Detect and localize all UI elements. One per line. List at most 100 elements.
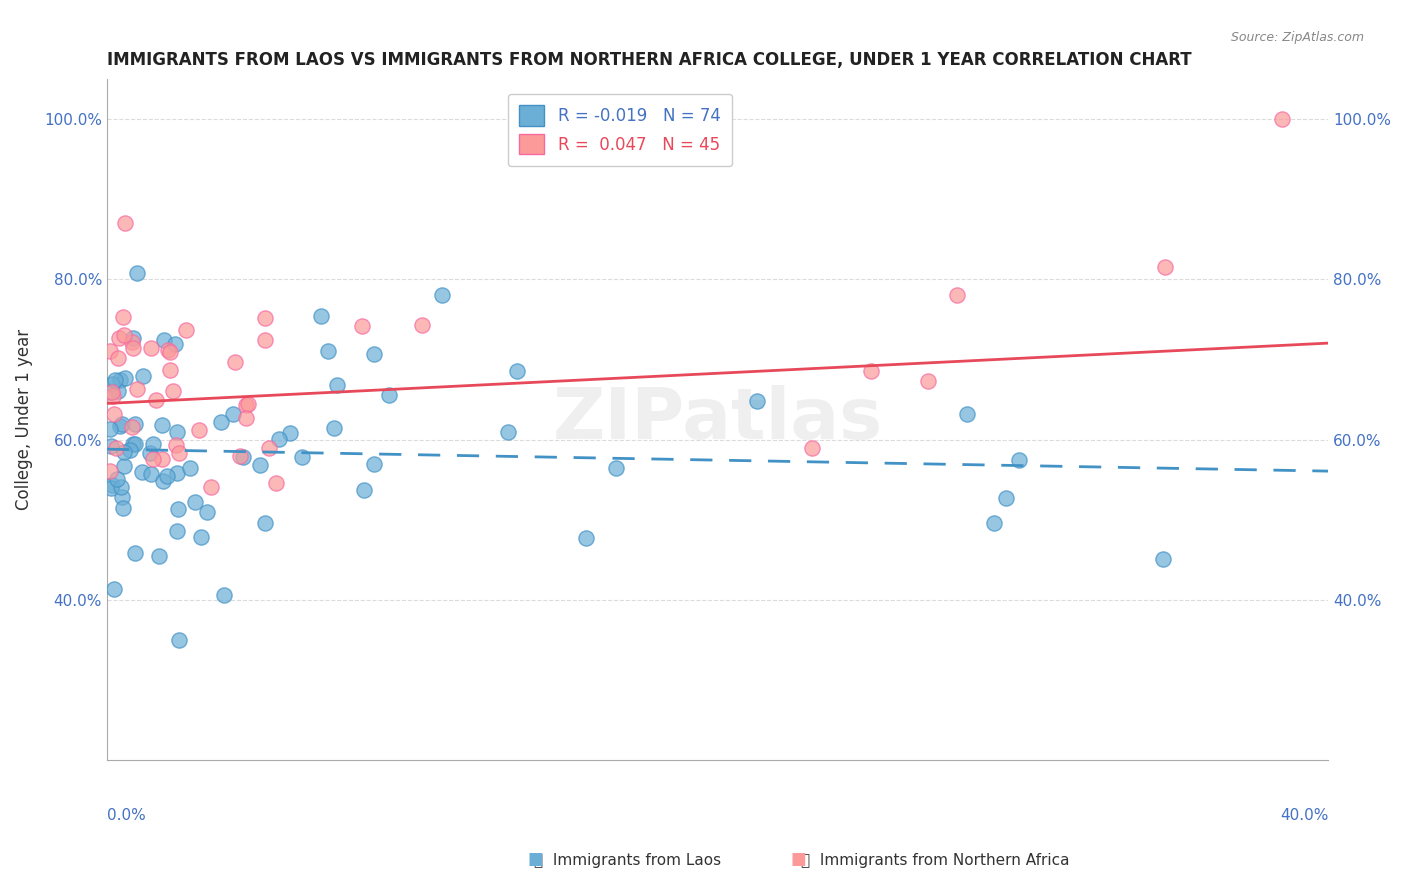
Immigrants from Northern Africa bbox=[98, 344, 121, 359]
Text: 40.0%: 40.0% bbox=[1279, 808, 1329, 823]
Immigrants from Laos bbox=[232, 450, 254, 464]
Immigrants from Laos bbox=[1153, 552, 1175, 566]
Immigrants from Northern Africa bbox=[945, 288, 967, 302]
Immigrants from Northern Africa bbox=[125, 382, 148, 396]
Immigrants from Northern Africa bbox=[105, 441, 128, 455]
Legend: R = -0.019   N = 74, R =  0.047   N = 45: R = -0.019 N = 74, R = 0.047 N = 45 bbox=[508, 94, 733, 166]
Immigrants from Laos bbox=[214, 588, 236, 602]
Immigrants from Laos bbox=[179, 461, 201, 475]
Immigrants from Laos bbox=[150, 417, 173, 432]
Immigrants from Laos bbox=[353, 483, 375, 498]
Immigrants from Northern Africa bbox=[224, 355, 246, 369]
Immigrants from Laos bbox=[139, 446, 162, 460]
Immigrants from Northern Africa bbox=[200, 480, 222, 494]
Text: ⬜  Immigrants from Northern Africa: ⬜ Immigrants from Northern Africa bbox=[801, 854, 1070, 868]
Immigrants from Laos bbox=[108, 373, 131, 387]
Immigrants from Laos bbox=[118, 443, 141, 458]
Immigrants from Laos bbox=[122, 437, 145, 451]
Immigrants from Northern Africa bbox=[167, 446, 190, 460]
Immigrants from Laos bbox=[98, 422, 121, 436]
Immigrants from Northern Africa bbox=[98, 464, 121, 478]
Immigrants from Northern Africa bbox=[114, 216, 136, 230]
Immigrants from Laos bbox=[104, 374, 127, 388]
Immigrants from Laos bbox=[107, 384, 129, 398]
Immigrants from Laos bbox=[316, 343, 339, 358]
Immigrants from Northern Africa bbox=[859, 364, 882, 378]
Immigrants from Northern Africa bbox=[229, 449, 252, 463]
Immigrants from Northern Africa bbox=[122, 341, 145, 355]
Immigrants from Laos bbox=[995, 491, 1018, 505]
Immigrants from Laos bbox=[209, 415, 232, 429]
Immigrants from Laos bbox=[290, 450, 312, 465]
Immigrants from Laos bbox=[124, 417, 146, 432]
Immigrants from Laos bbox=[605, 461, 627, 475]
Immigrants from Northern Africa bbox=[235, 398, 257, 412]
Immigrants from Laos bbox=[166, 425, 188, 440]
Immigrants from Laos bbox=[165, 337, 187, 351]
Immigrants from Laos bbox=[101, 377, 124, 392]
Immigrants from Northern Africa bbox=[101, 385, 124, 400]
Immigrants from Northern Africa bbox=[253, 333, 276, 347]
Immigrants from Laos bbox=[132, 369, 155, 384]
Immigrants from Laos bbox=[167, 502, 190, 516]
Immigrants from Northern Africa bbox=[107, 331, 129, 345]
Text: 0.0%: 0.0% bbox=[107, 808, 146, 823]
Immigrants from Laos bbox=[100, 481, 122, 495]
Text: ■: ■ bbox=[790, 850, 806, 868]
Immigrants from Laos bbox=[131, 465, 153, 479]
Immigrants from Laos bbox=[363, 457, 385, 471]
Text: ZIPatlas: ZIPatlas bbox=[553, 385, 883, 454]
Immigrants from Laos bbox=[98, 384, 121, 399]
Immigrants from Northern Africa bbox=[801, 441, 824, 455]
Immigrants from Northern Africa bbox=[264, 476, 287, 491]
Immigrants from Laos bbox=[325, 377, 347, 392]
Immigrants from Laos bbox=[124, 546, 146, 560]
Immigrants from Laos bbox=[323, 421, 346, 435]
Immigrants from Laos bbox=[496, 425, 519, 439]
Immigrants from Northern Africa bbox=[142, 452, 165, 467]
Immigrants from Laos bbox=[377, 388, 399, 402]
Immigrants from Laos bbox=[167, 632, 190, 647]
Immigrants from Northern Africa bbox=[112, 328, 135, 343]
Immigrants from Laos bbox=[745, 393, 768, 408]
Immigrants from Laos bbox=[124, 436, 146, 450]
Immigrants from Northern Africa bbox=[257, 441, 280, 455]
Immigrants from Laos bbox=[222, 407, 245, 421]
Immigrants from Laos bbox=[108, 419, 131, 434]
Immigrants from Northern Africa bbox=[101, 389, 124, 403]
Immigrants from Laos bbox=[184, 494, 207, 508]
Immigrants from Laos bbox=[956, 408, 979, 422]
Immigrants from Northern Africa bbox=[121, 420, 143, 434]
Text: Source: ZipAtlas.com: Source: ZipAtlas.com bbox=[1230, 31, 1364, 45]
Immigrants from Northern Africa bbox=[236, 397, 259, 411]
Immigrants from Laos bbox=[142, 437, 165, 451]
Immigrants from Laos bbox=[122, 330, 145, 344]
Immigrants from Laos bbox=[112, 459, 135, 474]
Immigrants from Laos bbox=[253, 516, 276, 530]
Immigrants from Northern Africa bbox=[159, 363, 181, 377]
Immigrants from Northern Africa bbox=[150, 451, 173, 466]
Immigrants from Laos bbox=[100, 478, 122, 492]
Immigrants from Northern Africa bbox=[917, 374, 939, 388]
Immigrants from Northern Africa bbox=[411, 318, 433, 332]
Immigrants from Laos bbox=[267, 432, 290, 446]
Immigrants from Laos bbox=[141, 467, 163, 482]
Immigrants from Northern Africa bbox=[188, 423, 211, 437]
Immigrants from Northern Africa bbox=[103, 407, 125, 421]
Text: ■: ■ bbox=[527, 850, 543, 868]
Immigrants from Laos bbox=[152, 474, 174, 488]
Immigrants from Northern Africa bbox=[174, 323, 197, 337]
Immigrants from Laos bbox=[278, 425, 301, 440]
Immigrants from Laos bbox=[111, 417, 134, 432]
Immigrants from Laos bbox=[100, 439, 122, 453]
Immigrants from Northern Africa bbox=[107, 351, 129, 365]
Immigrants from Laos bbox=[156, 468, 179, 483]
Immigrants from Laos bbox=[249, 458, 271, 472]
Immigrants from Northern Africa bbox=[111, 310, 134, 324]
Immigrants from Laos bbox=[152, 333, 174, 347]
Immigrants from Laos bbox=[363, 347, 385, 361]
Immigrants from Northern Africa bbox=[1154, 260, 1177, 275]
Immigrants from Laos bbox=[110, 480, 132, 494]
Immigrants from Laos bbox=[112, 445, 135, 459]
Immigrants from Laos bbox=[166, 524, 188, 538]
